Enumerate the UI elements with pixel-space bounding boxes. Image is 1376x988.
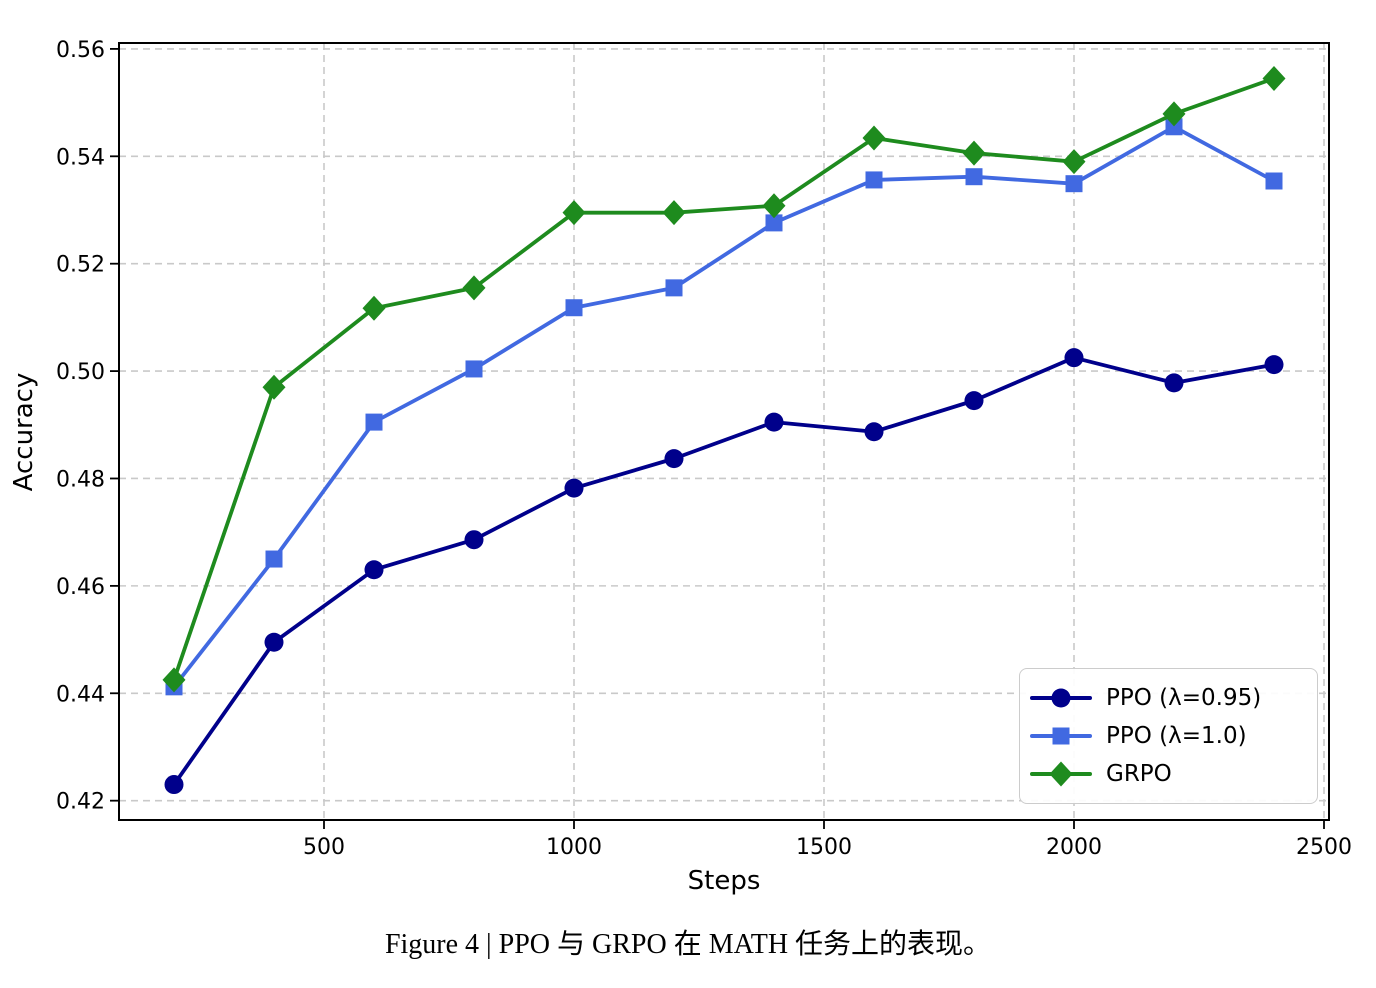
y-axis-label: Accuracy xyxy=(9,373,39,492)
data-point-circle xyxy=(364,560,384,580)
y-tick-label: 0.44 xyxy=(56,682,105,707)
data-point-circle xyxy=(864,422,884,442)
y-tick-label: 0.54 xyxy=(56,145,105,170)
y-tick-label: 0.52 xyxy=(56,253,105,278)
data-series-layer xyxy=(162,65,1286,795)
data-point-circle xyxy=(1264,355,1284,375)
data-point-square xyxy=(1165,118,1183,136)
series-grpo xyxy=(162,65,1286,693)
data-point-circle xyxy=(464,530,484,550)
data-point-diamond xyxy=(862,125,886,151)
legend-label: PPO (λ=0.95) xyxy=(1106,685,1262,711)
legend-circle-marker-icon xyxy=(1030,685,1092,711)
y-tick-label: 0.42 xyxy=(56,790,105,815)
data-point-diamond xyxy=(362,295,386,321)
figure-caption: Figure 4 | PPO 与 GRPO 在 MATH 任务上的表现。 xyxy=(384,929,992,960)
data-point-diamond xyxy=(562,200,586,226)
data-point-circle xyxy=(264,632,284,652)
data-point-circle xyxy=(164,775,184,795)
data-point-diamond xyxy=(462,275,486,301)
x-tick-label: 2500 xyxy=(1296,835,1352,860)
data-point-square xyxy=(665,279,683,297)
axis-ticks-layer xyxy=(110,48,1325,829)
data-point-square xyxy=(365,413,383,431)
x-tick-label: 1500 xyxy=(796,835,852,860)
legend-label: PPO (λ=1.0) xyxy=(1106,723,1247,749)
plot-border xyxy=(118,42,1330,821)
data-point-diamond xyxy=(662,200,686,226)
x-tick-label: 500 xyxy=(303,835,345,860)
chart-legend: PPO (λ=0.95) PPO (λ=1.0) GRPO xyxy=(1019,668,1318,804)
data-point-diamond xyxy=(1062,149,1086,175)
data-point-circle xyxy=(664,449,684,469)
series-ppo-0-95 xyxy=(164,348,1284,795)
data-point-diamond xyxy=(262,374,286,400)
y-tick-label: 0.56 xyxy=(56,38,105,63)
legend-square-marker-icon xyxy=(1030,723,1092,749)
data-point-square xyxy=(1052,727,1070,745)
series-line xyxy=(172,76,1276,682)
series-ppo-1-0 xyxy=(165,118,1283,696)
data-point-square xyxy=(465,360,483,378)
data-point-square xyxy=(1265,172,1283,190)
data-point-square xyxy=(965,168,983,186)
data-point-square xyxy=(1065,175,1083,193)
data-point-diamond xyxy=(1049,761,1073,787)
y-tick-label: 0.48 xyxy=(56,467,105,492)
data-point-square xyxy=(865,171,883,189)
data-point-square xyxy=(565,299,583,317)
data-point-diamond xyxy=(1262,65,1286,91)
data-point-circle xyxy=(764,412,784,432)
x-tick-label: 2000 xyxy=(1046,835,1102,860)
y-tick-label: 0.50 xyxy=(56,360,105,385)
line-chart-canvas: 500 1000 1500 2000 2500 0.42 0.44 0.46 0.48 0.50 0… xyxy=(9,38,1352,896)
legend-label: GRPO xyxy=(1106,761,1172,787)
data-point-square xyxy=(765,214,783,232)
series-line xyxy=(172,124,1276,689)
legend-item-ppo-1-0: PPO (λ=1.0) xyxy=(1030,717,1303,755)
data-point-diamond xyxy=(1162,101,1186,127)
data-point-diamond xyxy=(162,667,186,693)
legend-item-grpo: GRPO xyxy=(1030,755,1303,793)
data-point-diamond xyxy=(962,140,986,166)
series-line xyxy=(172,355,1276,787)
y-tick-label: 0.46 xyxy=(56,575,105,600)
data-point-circle xyxy=(1051,688,1071,708)
legend-diamond-marker-icon xyxy=(1030,761,1092,787)
data-point-circle xyxy=(964,391,984,411)
data-point-square xyxy=(265,550,283,568)
data-point-circle xyxy=(1164,373,1184,393)
data-point-diamond xyxy=(762,193,786,219)
legend-item-ppo-0-95: PPO (λ=0.95) xyxy=(1030,679,1303,717)
tick-labels-layer: 500 1000 1500 2000 2500 0.42 0.44 0.46 0.48 0.50 0… xyxy=(56,38,1352,860)
x-axis-label: Steps xyxy=(688,866,761,896)
x-tick-label: 1000 xyxy=(546,835,602,860)
data-point-circle xyxy=(564,478,584,498)
data-point-circle xyxy=(1064,348,1084,368)
